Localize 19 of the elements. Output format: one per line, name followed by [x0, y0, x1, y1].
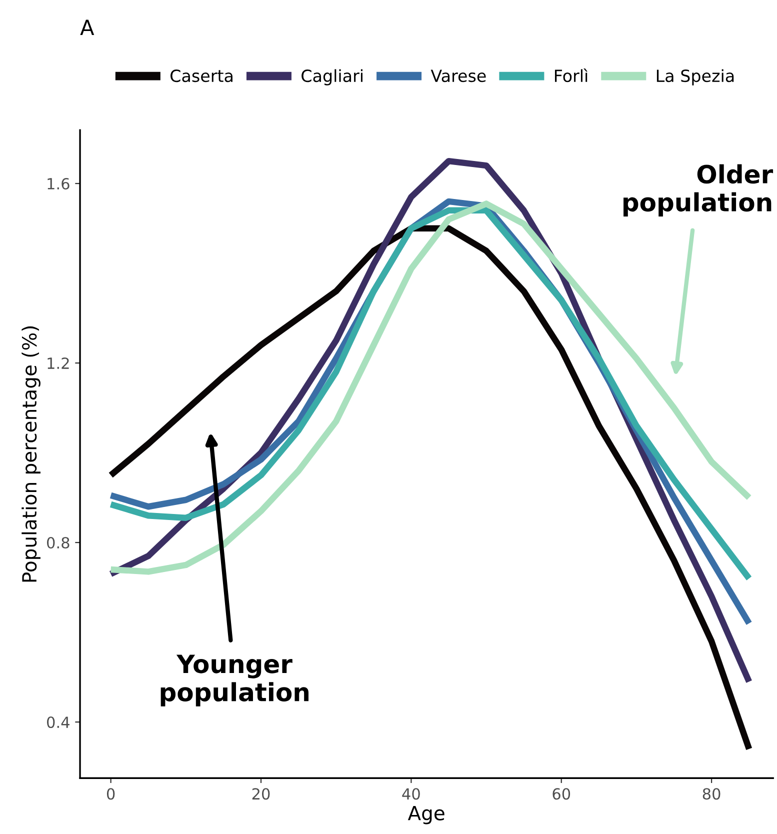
y-tick-label: 0.8 — [47, 536, 70, 549]
chart-title: A — [80, 20, 94, 35]
legend-label: Varese — [430, 70, 486, 82]
x-tick-label: 60 — [552, 788, 570, 800]
legend-label: La Spezia — [656, 69, 734, 86]
legend-label: Caserta — [170, 70, 232, 82]
legend-label: Forlì — [554, 68, 588, 82]
y-axis-title: Population percentage (%) — [22, 326, 40, 582]
x-tick-label: 20 — [252, 788, 270, 800]
x-tick-label: 40 — [402, 788, 420, 800]
legend-label: Cagliari — [302, 69, 362, 86]
y-tick-label: 0.4 — [47, 716, 70, 728]
x-tick-label: 0 — [106, 788, 115, 800]
annotation: Older population — [624, 164, 774, 216]
x-axis-title: Age — [408, 806, 444, 824]
y-tick-label: 1.6 — [48, 178, 70, 190]
annotation: Younger population — [160, 654, 308, 706]
x-tick-label: 80 — [702, 788, 720, 800]
y-tick-label: 1.2 — [48, 357, 69, 369]
